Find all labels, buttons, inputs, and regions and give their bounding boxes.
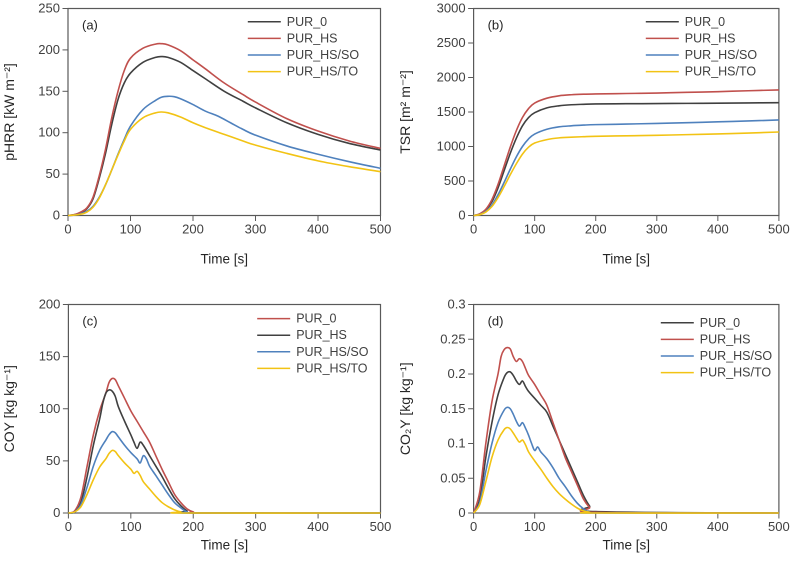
svg-text:500: 500: [768, 222, 790, 237]
svg-text:PUR_HS/SO: PUR_HS/SO: [287, 48, 360, 62]
svg-text:500: 500: [444, 173, 466, 188]
svg-text:PUR_HS/TO: PUR_HS/TO: [700, 366, 772, 380]
svg-text:0.05: 0.05: [440, 470, 465, 485]
svg-text:(d): (d): [488, 314, 504, 329]
svg-text:CO₂Y [kg kg⁻¹]: CO₂Y [kg kg⁻¹]: [397, 362, 413, 455]
svg-text:150: 150: [38, 83, 60, 98]
svg-text:100: 100: [120, 222, 142, 237]
svg-text:PUR_HS: PUR_HS: [700, 332, 751, 346]
svg-text:200: 200: [182, 519, 204, 534]
svg-text:PUR_0: PUR_0: [700, 316, 740, 330]
svg-text:1500: 1500: [437, 104, 466, 119]
svg-text:500: 500: [370, 519, 392, 534]
svg-text:1000: 1000: [437, 139, 466, 154]
svg-text:PUR_HS/TO: PUR_HS/TO: [685, 65, 757, 79]
svg-text:0.1: 0.1: [448, 436, 466, 451]
svg-text:PUR_HS: PUR_HS: [287, 31, 338, 45]
svg-text:Time [s]: Time [s]: [602, 537, 650, 552]
svg-text:COY [kg kg⁻¹]: COY [kg kg⁻¹]: [1, 365, 17, 452]
svg-text:0.2: 0.2: [448, 366, 466, 381]
svg-text:PUR_HS/SO: PUR_HS/SO: [296, 345, 369, 359]
svg-text:200: 200: [38, 42, 60, 57]
svg-text:PUR_HS/SO: PUR_HS/SO: [685, 48, 758, 62]
svg-text:Time [s]: Time [s]: [602, 252, 650, 267]
svg-text:200: 200: [39, 297, 61, 312]
svg-text:PUR_0: PUR_0: [296, 312, 336, 326]
svg-text:PUR_0: PUR_0: [287, 15, 327, 29]
svg-text:300: 300: [245, 222, 267, 237]
svg-text:0: 0: [53, 505, 60, 520]
svg-text:0: 0: [458, 505, 465, 520]
svg-text:100: 100: [38, 125, 60, 140]
svg-text:PUR_HS/TO: PUR_HS/TO: [287, 65, 359, 79]
svg-text:PUR_HS/SO: PUR_HS/SO: [700, 349, 773, 363]
svg-text:(c): (c): [82, 314, 97, 329]
svg-text:150: 150: [39, 349, 61, 364]
svg-text:400: 400: [707, 519, 729, 534]
svg-text:2000: 2000: [437, 70, 466, 85]
svg-text:0: 0: [458, 208, 465, 223]
svg-text:(b): (b): [488, 18, 504, 33]
svg-text:500: 500: [370, 222, 392, 237]
svg-text:0: 0: [470, 519, 477, 534]
svg-text:100: 100: [524, 222, 546, 237]
svg-text:100: 100: [524, 519, 546, 534]
svg-text:200: 200: [585, 222, 607, 237]
svg-text:100: 100: [120, 519, 142, 534]
svg-text:Time [s]: Time [s]: [201, 537, 249, 552]
svg-text:50: 50: [46, 166, 60, 181]
svg-text:300: 300: [646, 519, 668, 534]
svg-text:0: 0: [64, 222, 71, 237]
svg-text:PUR_HS: PUR_HS: [685, 31, 736, 45]
svg-text:PUR_0: PUR_0: [685, 15, 725, 29]
svg-text:100: 100: [39, 401, 61, 416]
svg-text:TSR [m² m⁻²]: TSR [m² m⁻²]: [397, 70, 413, 154]
svg-text:0.3: 0.3: [448, 297, 466, 312]
svg-text:200: 200: [585, 519, 607, 534]
svg-text:PUR_HS: PUR_HS: [296, 328, 347, 342]
svg-text:0.25: 0.25: [440, 331, 465, 346]
svg-text:(a): (a): [82, 18, 98, 33]
svg-text:0: 0: [53, 208, 60, 223]
svg-text:0: 0: [470, 222, 477, 237]
svg-text:300: 300: [646, 222, 668, 237]
svg-text:50: 50: [46, 453, 60, 468]
svg-text:400: 400: [307, 222, 329, 237]
svg-text:PUR_HS/TO: PUR_HS/TO: [296, 361, 368, 375]
svg-text:250: 250: [38, 1, 60, 16]
svg-text:500: 500: [768, 519, 790, 534]
svg-text:300: 300: [245, 519, 267, 534]
svg-text:pHRR [kW m⁻²]: pHRR [kW m⁻²]: [1, 63, 17, 161]
svg-text:400: 400: [307, 519, 329, 534]
svg-text:Time [s]: Time [s]: [200, 252, 248, 267]
svg-text:400: 400: [707, 222, 729, 237]
svg-text:3000: 3000: [437, 1, 466, 16]
svg-text:2500: 2500: [437, 35, 466, 50]
svg-text:0.15: 0.15: [440, 401, 465, 416]
svg-text:0: 0: [65, 519, 72, 534]
svg-text:200: 200: [182, 222, 204, 237]
